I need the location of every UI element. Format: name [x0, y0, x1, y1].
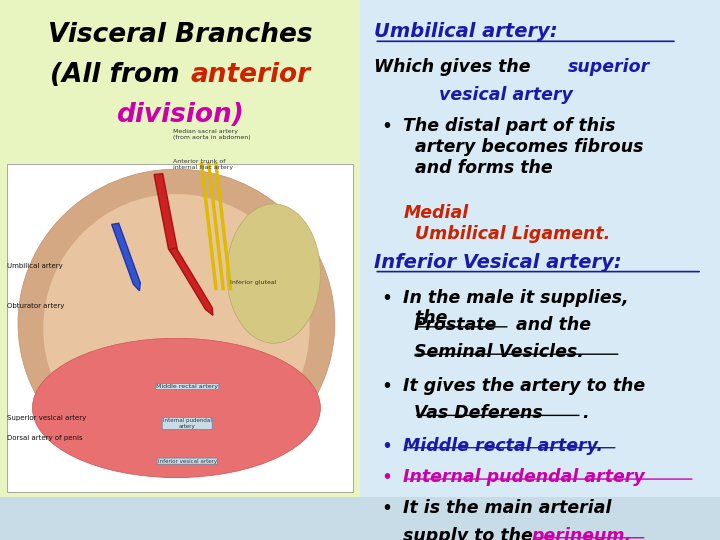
Text: Vas Deferens: Vas Deferens [414, 404, 543, 422]
Text: •: • [382, 437, 392, 456]
Ellipse shape [43, 194, 310, 463]
Text: Umbilical artery: Umbilical artery [7, 263, 63, 269]
Text: Obturator artery: Obturator artery [7, 303, 65, 309]
Text: Umbilical artery:: Umbilical artery: [374, 22, 558, 42]
Text: Superior vesical artery: Superior vesical artery [7, 415, 86, 421]
FancyBboxPatch shape [360, 0, 720, 497]
FancyArrow shape [112, 223, 140, 291]
Text: Middle rectal artery.: Middle rectal artery. [403, 437, 603, 455]
Text: In the male it supplies,
  the: In the male it supplies, the [403, 288, 629, 327]
Text: anterior: anterior [191, 62, 311, 88]
Text: Medial
  Umbilical Ligament.: Medial Umbilical Ligament. [403, 204, 611, 243]
Text: The distal part of this
  artery becomes fibrous
  and forms the: The distal part of this artery becomes f… [403, 117, 644, 177]
Text: •: • [382, 468, 392, 487]
FancyArrow shape [154, 174, 177, 258]
Ellipse shape [32, 338, 320, 477]
Text: Median sacral artery
(from aorta in abdomen): Median sacral artery (from aorta in abdo… [173, 130, 251, 140]
Text: Middle rectal artery: Middle rectal artery [156, 384, 218, 389]
Text: supply to the: supply to the [403, 527, 539, 540]
Text: Inferior gluteal: Inferior gluteal [230, 280, 277, 285]
Text: •: • [382, 288, 392, 308]
Text: It gives the artery to the: It gives the artery to the [403, 377, 645, 395]
FancyBboxPatch shape [0, 0, 360, 497]
Text: .: . [582, 404, 588, 422]
Text: Which gives the: Which gives the [374, 58, 537, 76]
Text: superior: superior [567, 58, 649, 76]
Text: Visceral Branches: Visceral Branches [48, 22, 312, 49]
Text: Anterior trunk of
internal iliac artery: Anterior trunk of internal iliac artery [173, 159, 233, 170]
Text: vesical artery: vesical artery [439, 85, 573, 104]
Text: (All from: (All from [50, 62, 189, 88]
Text: Seminal Vesicles.: Seminal Vesicles. [414, 343, 584, 361]
Text: perineum.: perineum. [531, 527, 631, 540]
Text: and the: and the [510, 316, 590, 334]
Text: It is the main arterial: It is the main arterial [403, 500, 612, 517]
FancyArrow shape [169, 248, 213, 315]
Text: Prostate: Prostate [414, 316, 498, 334]
Text: division): division) [116, 102, 244, 128]
Text: •: • [382, 500, 392, 518]
Text: Inferior vesical artery: Inferior vesical artery [158, 458, 217, 464]
Text: •: • [382, 377, 392, 396]
Ellipse shape [18, 169, 335, 477]
Text: Inferior Vesical artery:: Inferior Vesical artery: [374, 253, 622, 272]
Text: •: • [382, 117, 392, 136]
Text: Internal pudendal artery: Internal pudendal artery [403, 468, 645, 486]
Text: Internal pudendal
artery: Internal pudendal artery [163, 418, 212, 429]
FancyBboxPatch shape [7, 164, 353, 492]
Ellipse shape [227, 204, 320, 343]
Text: Dorsal artery of penis: Dorsal artery of penis [7, 435, 83, 441]
